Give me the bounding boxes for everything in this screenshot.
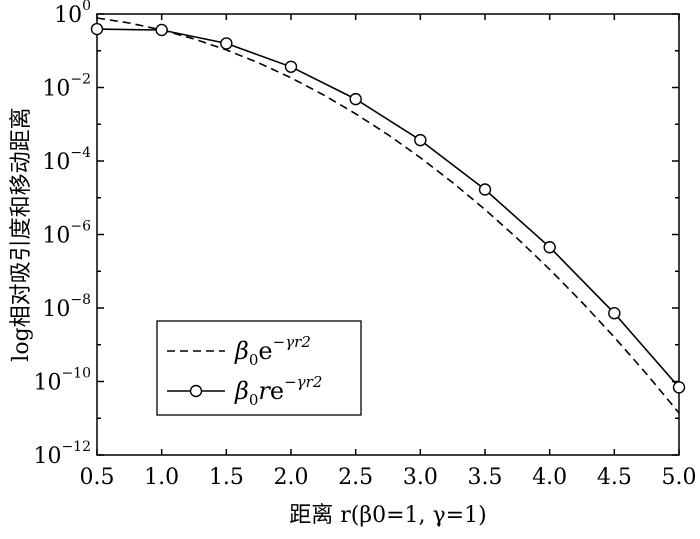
series-marker [543, 241, 556, 254]
series-marker [90, 22, 104, 36]
x-tick-label: 2.0 [274, 465, 309, 490]
legend-marker [189, 384, 203, 398]
plot-area: 0.5 1.0 1.5 2.0 2.5 3.0 3.5 4.0 4.5 5.0 100 10−2 10−… [33, 0, 696, 490]
series-marker [349, 92, 362, 106]
legend-label-1: β0e−γr2 [234, 333, 311, 369]
x-tick-label: 1.5 [209, 465, 244, 490]
x-tick-label: 2.5 [338, 465, 373, 490]
legend-box [156, 320, 362, 416]
series-marker [414, 133, 427, 147]
x-tick-label: 3.0 [403, 465, 438, 490]
y-tick-label: 10−4 [42, 145, 91, 175]
legend: β0e−γr2 β0re−γr2 [156, 320, 362, 416]
y-tick-label: 100 [54, 0, 91, 28]
x-tick-label: 4.5 [597, 465, 632, 490]
x-tick-label: 1.0 [144, 465, 179, 490]
series-line-1 [96, 17, 680, 414]
legend-label-2: β0re−γr2 [234, 373, 322, 409]
y-axis-title: log相对吸引度和移动距离 [9, 107, 34, 361]
x-tick-label: 4.0 [532, 465, 567, 490]
series-marker [220, 37, 233, 50]
x-axis-title: 距离 r(β0=1, γ=1) [289, 503, 486, 528]
series-marker [284, 60, 298, 73]
y-tick-label: 10−2 [42, 72, 91, 102]
series-marker [155, 23, 168, 37]
series-line-2 [96, 28, 680, 388]
y-tick-label: 10−12 [33, 439, 91, 469]
x-tick-label: 5.0 [662, 465, 697, 490]
x-tick-label: 0.5 [80, 465, 115, 490]
y-tick-label: 10−8 [42, 292, 91, 322]
y-tick-label: 10−6 [42, 219, 91, 249]
series-marker [608, 306, 621, 320]
y-tick-label: 10−10 [33, 366, 91, 396]
series-marker [672, 381, 686, 394]
x-tick-label: 3.5 [468, 465, 503, 490]
series-marker [478, 183, 492, 196]
